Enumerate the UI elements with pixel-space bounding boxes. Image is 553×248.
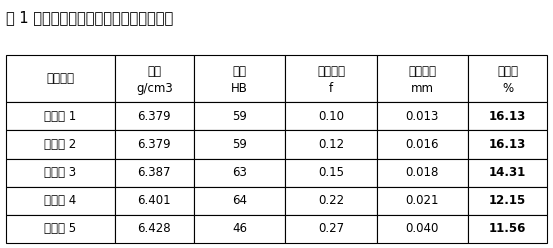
- Text: 6.379: 6.379: [138, 110, 171, 123]
- Text: 0.040: 0.040: [405, 222, 439, 235]
- Text: 59: 59: [232, 138, 247, 151]
- Text: 6.401: 6.401: [138, 194, 171, 207]
- Text: 6.387: 6.387: [138, 166, 171, 179]
- Text: 磨痕深度: 磨痕深度: [408, 65, 436, 78]
- Bar: [468, 158, 547, 187]
- Bar: [6, 130, 114, 158]
- Bar: [6, 55, 114, 102]
- Text: 摩擦系数: 摩擦系数: [317, 65, 345, 78]
- Bar: [114, 102, 194, 130]
- Bar: [285, 102, 377, 130]
- Bar: [285, 187, 377, 215]
- Bar: [194, 158, 285, 187]
- Bar: [468, 55, 547, 102]
- Bar: [6, 158, 114, 187]
- Text: 14.31: 14.31: [489, 166, 526, 179]
- Bar: [114, 187, 194, 215]
- Bar: [377, 55, 468, 102]
- Text: 实施例 2: 实施例 2: [44, 138, 76, 151]
- Text: 0.12: 0.12: [318, 138, 344, 151]
- Bar: [468, 215, 547, 243]
- Bar: [377, 102, 468, 130]
- Text: 0.27: 0.27: [318, 222, 344, 235]
- Text: HB: HB: [231, 82, 248, 95]
- Text: 0.013: 0.013: [405, 110, 439, 123]
- Bar: [194, 55, 285, 102]
- Text: 硬度: 硬度: [233, 65, 247, 78]
- Bar: [377, 158, 468, 187]
- Bar: [194, 102, 285, 130]
- Text: 表 1 可控孔隙铁基含油轴承材料性能测试: 表 1 可控孔隙铁基含油轴承材料性能测试: [6, 10, 173, 25]
- Text: 0.15: 0.15: [318, 166, 344, 179]
- Text: 材料种类: 材料种类: [46, 72, 74, 85]
- Text: 密度: 密度: [147, 65, 161, 78]
- Bar: [285, 215, 377, 243]
- Bar: [285, 55, 377, 102]
- Text: 11.56: 11.56: [489, 222, 526, 235]
- Text: 实施例 3: 实施例 3: [44, 166, 76, 179]
- Bar: [194, 130, 285, 158]
- Bar: [114, 215, 194, 243]
- Text: 实施例 4: 实施例 4: [44, 194, 76, 207]
- Bar: [194, 215, 285, 243]
- Text: f: f: [329, 82, 333, 95]
- Text: 含油率: 含油率: [497, 65, 518, 78]
- Text: 0.018: 0.018: [405, 166, 439, 179]
- Text: 实施例 1: 实施例 1: [44, 110, 76, 123]
- Bar: [468, 130, 547, 158]
- Text: 59: 59: [232, 110, 247, 123]
- Text: 0.10: 0.10: [318, 110, 344, 123]
- Text: 46: 46: [232, 222, 247, 235]
- Bar: [194, 187, 285, 215]
- Bar: [468, 187, 547, 215]
- Bar: [377, 130, 468, 158]
- Bar: [468, 102, 547, 130]
- Text: 0.22: 0.22: [318, 194, 344, 207]
- Bar: [6, 102, 114, 130]
- Text: 6.379: 6.379: [138, 138, 171, 151]
- Bar: [6, 187, 114, 215]
- Text: 0.021: 0.021: [405, 194, 439, 207]
- Text: 12.15: 12.15: [489, 194, 526, 207]
- Text: 64: 64: [232, 194, 247, 207]
- Text: 16.13: 16.13: [489, 110, 526, 123]
- Bar: [114, 55, 194, 102]
- Text: 0.016: 0.016: [405, 138, 439, 151]
- Bar: [6, 215, 114, 243]
- Text: 6.428: 6.428: [138, 222, 171, 235]
- Bar: [114, 130, 194, 158]
- Bar: [377, 187, 468, 215]
- Bar: [285, 130, 377, 158]
- Text: 实施例 5: 实施例 5: [44, 222, 76, 235]
- Text: %: %: [502, 82, 513, 95]
- Text: mm: mm: [411, 82, 434, 95]
- Bar: [377, 215, 468, 243]
- Bar: [114, 158, 194, 187]
- Text: 63: 63: [232, 166, 247, 179]
- Bar: [285, 158, 377, 187]
- Text: 16.13: 16.13: [489, 138, 526, 151]
- Text: g/cm3: g/cm3: [136, 82, 173, 95]
